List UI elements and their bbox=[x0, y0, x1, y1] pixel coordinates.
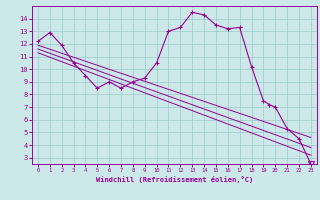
X-axis label: Windchill (Refroidissement éolien,°C): Windchill (Refroidissement éolien,°C) bbox=[96, 176, 253, 183]
